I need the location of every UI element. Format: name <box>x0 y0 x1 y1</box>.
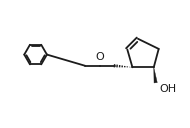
Text: OH: OH <box>160 84 177 94</box>
Text: O: O <box>95 52 104 62</box>
Polygon shape <box>154 67 157 83</box>
